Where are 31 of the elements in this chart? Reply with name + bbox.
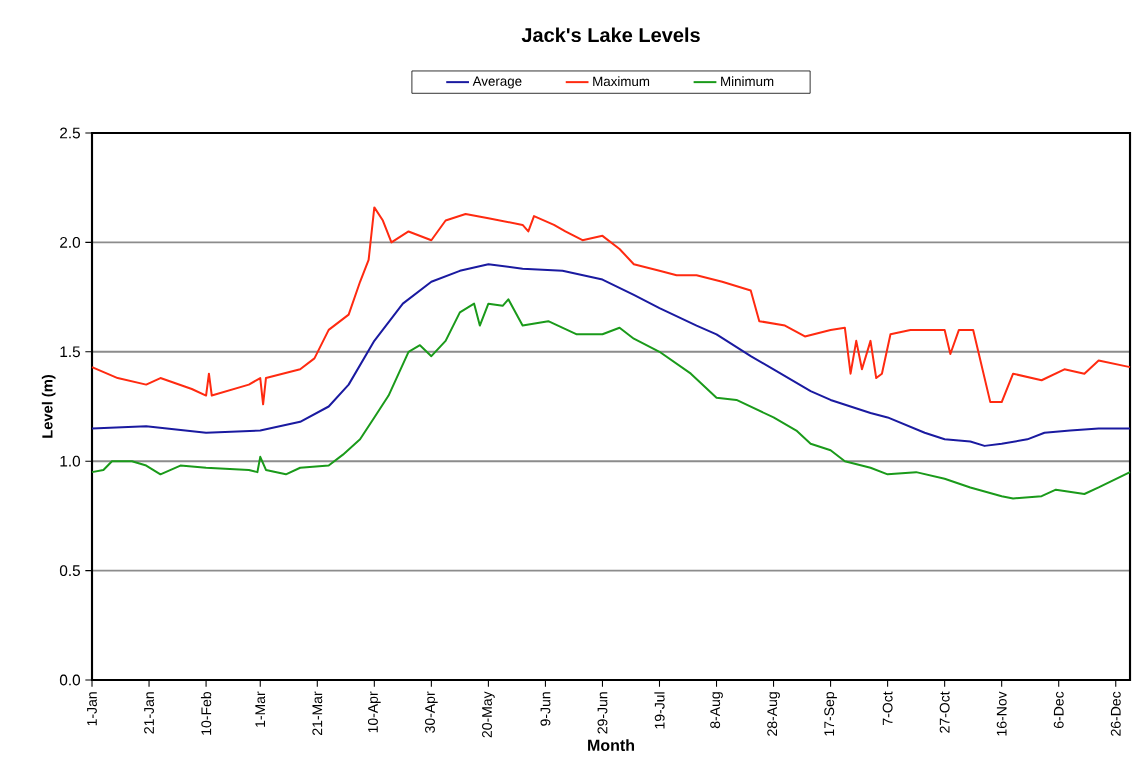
y-axis-title: Level (m) bbox=[41, 375, 56, 438]
y-tick-label: 0.0 bbox=[59, 674, 81, 686]
x-tick-label: 21-Mar bbox=[312, 691, 323, 736]
x-tick-label: 17-Sep bbox=[824, 691, 837, 736]
legend-label: Maximum bbox=[593, 76, 650, 87]
x-tick-label: 1-Jan bbox=[87, 692, 97, 726]
y-tick-label: 2.5 bbox=[60, 127, 80, 139]
x-tick-label: 6-Dec bbox=[1053, 691, 1064, 729]
x-tick-label: 7-Oct bbox=[882, 691, 893, 725]
x-tick-label: 9-Jun bbox=[540, 692, 551, 726]
x-axis-title: Month bbox=[588, 739, 635, 751]
y-tick-label: 1.0 bbox=[60, 455, 81, 467]
y-tick-label: 2.0 bbox=[60, 236, 81, 248]
x-tick-label: 1-Mar bbox=[255, 691, 266, 727]
x-tick-label: 26-Dec bbox=[1110, 691, 1121, 736]
x-tick-label: 8-Aug bbox=[710, 692, 723, 729]
legend-label: Minimum bbox=[721, 76, 774, 87]
x-tick-label: 10-Feb bbox=[200, 691, 212, 735]
x-tick-label: 16-Nov bbox=[996, 691, 1007, 736]
x-tick-label: 28-Aug bbox=[767, 692, 780, 736]
legend-label: Average bbox=[472, 76, 522, 89]
y-tick-label: 1.5 bbox=[60, 346, 80, 358]
x-tick-label: 21-Jan bbox=[144, 692, 155, 734]
x-tick-label: 30-Apr bbox=[425, 691, 438, 733]
x-tick-label: 10-Apr bbox=[367, 691, 381, 733]
x-tick-label: 27-Oct bbox=[939, 691, 950, 733]
x-tick-label: 19-Jul bbox=[654, 692, 665, 729]
y-tick-label: 0.5 bbox=[59, 565, 80, 577]
x-tick-label: 20-May bbox=[482, 691, 495, 738]
chart-title: Jack's Lake Levels bbox=[521, 27, 700, 43]
x-tick-label: 29-Jun bbox=[597, 692, 608, 734]
